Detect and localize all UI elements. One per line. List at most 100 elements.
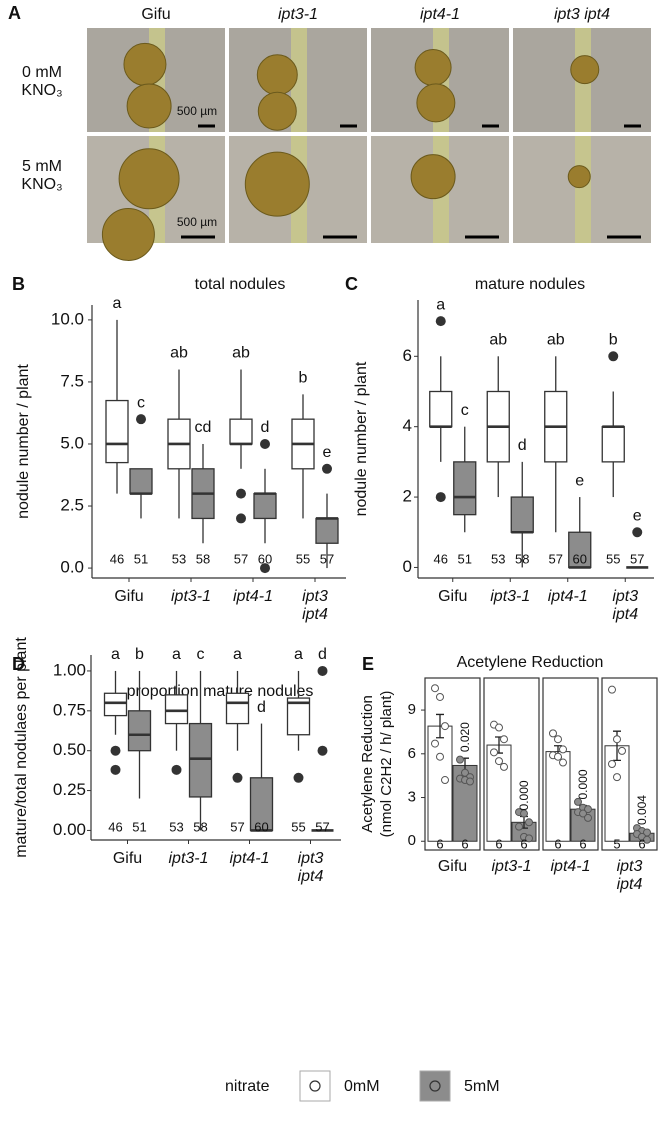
column-label: Gifu — [141, 6, 170, 23]
p-value: 0.004 — [635, 795, 649, 825]
legend-key-point — [309, 1080, 321, 1092]
data-point — [559, 758, 567, 767]
outlier — [317, 665, 328, 676]
data-point — [525, 834, 533, 843]
x-tick-label: ipt3-1 — [490, 588, 531, 605]
n-label: 60 — [573, 551, 587, 566]
significance-letter: d — [518, 437, 527, 454]
nodule — [416, 83, 456, 123]
chart-title: mature nodules — [475, 276, 585, 293]
panel-label: C — [345, 274, 358, 294]
n-label: 55 — [291, 819, 305, 834]
n-label: 5 — [613, 836, 620, 851]
row-label: 0 mM KNO₃ — [21, 64, 63, 99]
n-label: 57 — [630, 551, 644, 566]
panel-label: B — [12, 274, 25, 294]
significance-letter: ab — [547, 332, 565, 349]
data-point — [456, 755, 464, 764]
significance-letter: a — [436, 296, 445, 313]
data-point — [466, 777, 474, 786]
data-point — [495, 723, 503, 732]
outlier — [293, 772, 304, 783]
outlier — [136, 414, 146, 425]
y-tick-label: 2.5 — [60, 496, 84, 515]
n-label: 57 — [315, 819, 329, 834]
n-label: 58 — [193, 819, 207, 834]
x-tick-label: Gifu — [437, 858, 468, 875]
significance-letter: d — [318, 646, 327, 663]
x-tick-label: ipt3 ipt4 — [297, 850, 324, 885]
n-label: 60 — [254, 819, 268, 834]
column-label: ipt4-1 — [420, 6, 460, 23]
data-point — [441, 776, 449, 785]
box — [103, 692, 128, 717]
x-tick-label: ipt3 ipt4 — [616, 858, 643, 893]
nodule — [256, 54, 298, 96]
y-axis-label: (nmol C2H2 / h/ plant) — [378, 691, 395, 838]
outlier — [171, 764, 182, 775]
y-axis-label: nodule number / plant — [353, 361, 370, 516]
box — [105, 399, 129, 464]
n-label: 51 — [134, 551, 148, 566]
y-tick-label: 3 — [408, 788, 416, 805]
legend-key — [419, 1070, 451, 1102]
facet-panel — [601, 677, 658, 851]
nodule — [101, 207, 155, 261]
y-axis-label: nodule number / plant — [15, 364, 32, 519]
nodule — [570, 55, 600, 85]
x-tick-label: Gifu — [438, 588, 468, 605]
panel-label: D — [12, 654, 25, 674]
outlier — [317, 745, 328, 756]
scale-bar-label: 500 µm — [177, 104, 217, 118]
significance-letter: c — [197, 646, 205, 663]
data-point — [520, 809, 528, 818]
panel-label: E — [362, 654, 374, 674]
significance-letter: b — [135, 646, 144, 663]
significance-letter: a — [111, 646, 120, 663]
data-point — [500, 735, 508, 744]
data-point — [613, 773, 621, 782]
column-label: ipt3 ipt4 — [554, 6, 610, 23]
outlier — [632, 527, 643, 538]
row-label: 5 mM KNO₃ — [21, 158, 63, 193]
significance-letter: ab — [232, 345, 250, 362]
data-point — [618, 746, 626, 755]
x-tick-label: ipt3-1 — [168, 850, 209, 867]
y-tick-label: 0.75 — [53, 700, 86, 719]
nodule — [244, 151, 310, 217]
column-label: ipt3-1 — [278, 6, 318, 23]
x-tick-label: ipt3-1 — [170, 588, 212, 605]
significance-letter: a — [233, 646, 242, 663]
n-label: 60 — [258, 551, 272, 566]
n-label: 46 — [108, 819, 122, 834]
box — [286, 697, 311, 736]
outlier — [110, 745, 121, 756]
significance-letter: ab — [170, 345, 188, 362]
chart-title: proportion mature nodules — [127, 683, 314, 700]
data-point — [490, 748, 498, 757]
x-tick-label: Gifu — [114, 588, 144, 605]
box — [129, 468, 153, 495]
n-label: 6 — [554, 836, 561, 851]
data-point — [608, 760, 616, 768]
p-value: 0.000 — [517, 780, 531, 810]
n-label: 55 — [296, 551, 310, 566]
n-label: 6 — [436, 836, 443, 851]
n-label: 57 — [230, 819, 244, 834]
significance-letter: c — [137, 394, 145, 411]
n-label: 6 — [638, 836, 645, 851]
p-value: 0.000 — [576, 769, 590, 799]
n-label: 53 — [491, 551, 505, 566]
x-tick-label: ipt3 ipt4 — [612, 588, 639, 623]
facet-panel — [542, 677, 599, 851]
n-label: 51 — [458, 551, 472, 566]
n-label: 55 — [606, 551, 620, 566]
n-label: 58 — [196, 551, 210, 566]
data-point — [554, 735, 562, 744]
data-point — [436, 752, 444, 761]
data-point — [549, 729, 557, 738]
scale-bar-label: 500 µm — [177, 215, 217, 229]
nodule — [118, 148, 180, 210]
data-point — [579, 809, 587, 818]
significance-letter: b — [609, 332, 618, 349]
